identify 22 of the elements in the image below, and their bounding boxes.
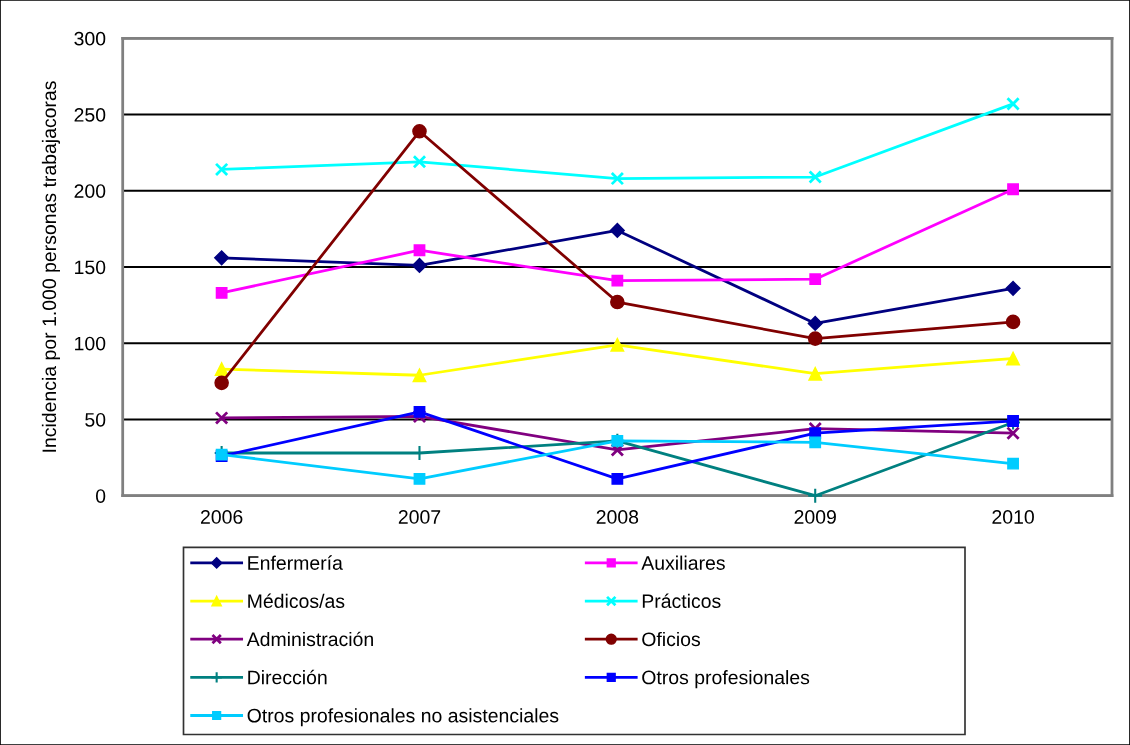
legend-label: Médicos/as [248,593,345,609]
x-tick-label: 2007 [398,510,441,524]
x-tick-label: 2010 [992,510,1034,524]
y-tick-label: 50 [85,412,106,427]
x-tick-label: 2006 [200,510,243,524]
y-axis-title: Incidencia por 1.000 personas trabajacoras [41,81,60,452]
legend-label: Otros profesionales [642,670,810,689]
legend-label: Auxiliares [641,555,725,570]
y-tick-label: 200 [74,184,106,198]
legend-label: Administración [246,631,373,647]
legend-label: Otros profesionales no asistenciales [247,708,559,727]
legend-label: Prácticos [642,593,721,609]
legend-label: Dirección [248,669,327,685]
x-tick-label: 2008 [596,510,639,524]
legend-label: Enfermería [248,555,343,570]
x-tick-label: 2009 [794,510,836,524]
y-tick-label: 0 [95,489,106,503]
y-tick-label: 300 [74,31,106,46]
y-tick-label: 150 [75,260,106,275]
y-tick-label: 250 [74,108,106,122]
legend-label: Oficios [642,631,700,647]
y-tick-label: 100 [75,336,106,351]
